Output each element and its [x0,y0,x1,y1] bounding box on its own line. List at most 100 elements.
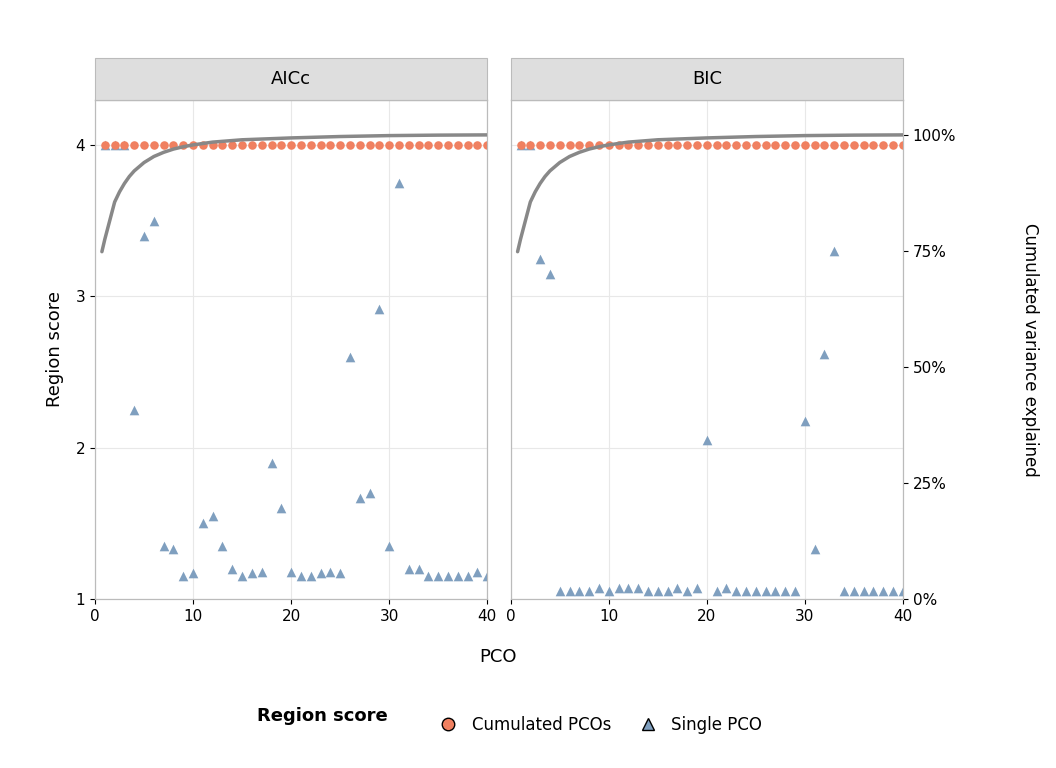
Point [224,563,241,575]
Point [224,139,241,151]
Point [649,139,666,151]
Point [361,139,378,151]
Point [826,245,843,257]
Point [165,543,182,555]
Point [748,585,765,598]
Point [728,139,744,151]
Point [640,585,657,598]
Point [430,570,447,582]
Point [361,487,378,499]
Point [865,585,882,598]
Point [512,139,529,151]
Point [107,139,124,151]
Point [459,570,476,582]
Point [244,568,261,580]
Point [777,585,794,598]
Point [400,563,417,575]
Point [371,303,388,315]
Point [894,139,911,151]
Point [352,492,369,504]
Point [816,348,833,360]
Point [846,139,863,151]
Point [668,139,685,151]
Point [410,563,427,575]
Point [855,139,872,151]
Y-axis label: Region score: Region score [46,291,64,408]
Point [757,139,774,151]
Point [263,139,280,151]
Point [561,139,578,151]
Legend: Cumulated PCOs, Single PCO: Cumulated PCOs, Single PCO [425,709,769,740]
Point [391,139,408,151]
Point [126,404,143,416]
Point [194,518,211,530]
Point [874,139,891,151]
Point [352,139,369,151]
Point [512,139,529,151]
Point [787,139,804,151]
Point [855,585,872,598]
Text: Cumulated variance explained: Cumulated variance explained [1020,223,1039,476]
Point [341,139,358,151]
Point [96,139,113,151]
Point [581,585,598,598]
Point [204,510,221,522]
Point [107,139,124,151]
Point [116,139,133,151]
Point [155,540,172,552]
Point [698,434,715,446]
Point [885,139,902,151]
Text: PCO: PCO [479,647,517,666]
Point [391,177,408,189]
Point [640,139,657,151]
Point [737,139,754,151]
Point [185,139,202,151]
Point [135,230,152,242]
Point [381,139,398,151]
Point [146,215,163,227]
Point [767,139,784,151]
Point [522,139,539,151]
Point [450,139,467,151]
Point [748,139,765,151]
Point [668,582,685,594]
Point [253,139,270,151]
Point [571,585,588,598]
Point [885,585,902,598]
Point [420,570,437,582]
Point [659,139,676,151]
Point [806,139,823,151]
Point [826,139,843,151]
Point [126,139,143,151]
Point [551,139,568,151]
Point [469,566,486,578]
Point [313,568,329,580]
Point [542,139,559,151]
Point [341,351,358,363]
Point [214,540,231,552]
Point [420,139,437,151]
Point [894,585,911,598]
Point [709,585,725,598]
Point [400,139,417,151]
Point [571,139,588,151]
Point [253,566,270,578]
Point [610,582,627,594]
Point [263,457,280,469]
Point [459,139,476,151]
Point [293,139,309,151]
Point [551,585,568,598]
Point [332,139,348,151]
Point [777,139,794,151]
Point [430,139,447,151]
Point [478,139,495,151]
Point [531,253,548,265]
Point [816,139,833,151]
Point [787,585,804,598]
Point [600,585,617,598]
Point [698,139,715,151]
Point [146,139,163,151]
Point [796,415,813,427]
Point [728,585,744,598]
Point [718,582,735,594]
